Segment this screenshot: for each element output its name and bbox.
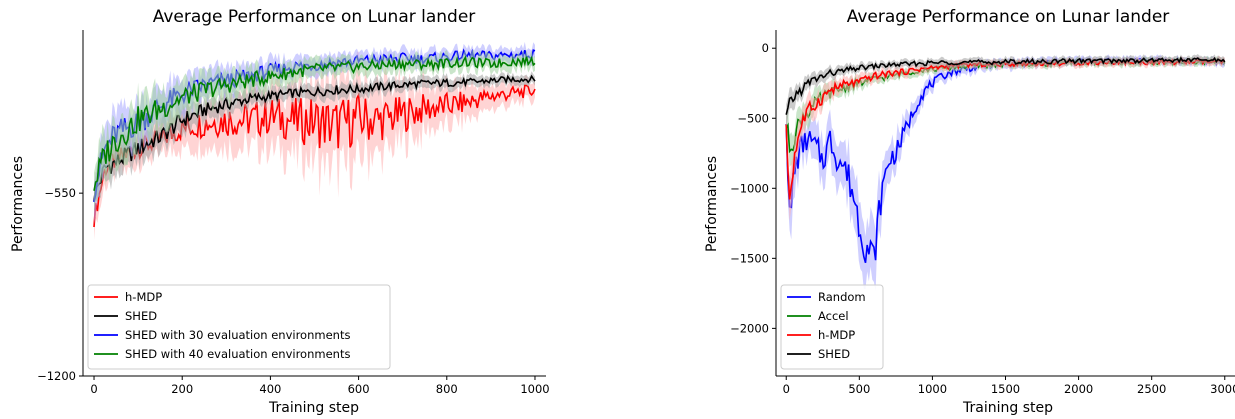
x-tick-label: 3000 <box>1210 382 1235 396</box>
y-tick-label: −500 <box>737 111 769 125</box>
x-tick-label: 800 <box>436 382 458 396</box>
x-tick-label: 1500 <box>991 382 1020 396</box>
x-tick-label: 1000 <box>918 382 947 396</box>
x-tick-label: 0 <box>783 382 790 396</box>
tick-group: 0 200 400 600 800 1000 −1200 −550 <box>37 186 550 396</box>
legend-label: h-MDP <box>818 328 855 342</box>
legend-label: h-MDP <box>125 290 162 304</box>
x-tick-label: 2500 <box>1137 382 1166 396</box>
y-tick-label: −1500 <box>730 251 769 265</box>
legend-label: Random <box>818 290 866 304</box>
legend-label: SHED with 40 evaluation environments <box>125 347 350 361</box>
legend-label: Accel <box>818 309 849 323</box>
series-band <box>94 71 535 214</box>
legend: h-MDP SHED SHED with 30 evaluation environ… <box>87 284 391 370</box>
series-line <box>93 74 536 202</box>
legend: Random Accel h-MDP SHED <box>780 284 884 370</box>
chart-left: Average Performance on Lunar lander 0 200… <box>10 7 550 416</box>
series-band <box>94 49 535 213</box>
x-tick-label: 400 <box>259 382 281 396</box>
y-axis-label: Performances <box>704 156 720 252</box>
series-band <box>786 54 1225 292</box>
x-axis-label: Training step <box>268 400 359 416</box>
plot-area <box>93 41 536 240</box>
y-tick-label: −2000 <box>730 321 769 335</box>
series-line <box>93 55 536 191</box>
x-tick-label: 2000 <box>1064 382 1093 396</box>
x-axis-label: Training step <box>962 400 1053 416</box>
x-tick-label: 500 <box>848 382 870 396</box>
y-tick-label: −550 <box>44 186 76 200</box>
legend-label: SHED with 30 evaluation environments <box>125 328 350 342</box>
y-tick-label: 0 <box>762 41 769 55</box>
chart-title: Average Performance on Lunar lander <box>847 7 1170 27</box>
y-axis-label: Performances <box>10 156 26 252</box>
y-tick-label: −1200 <box>37 369 76 383</box>
legend-label: SHED <box>125 309 157 323</box>
y-tick-label: −1000 <box>730 181 769 195</box>
series-line <box>785 56 1226 115</box>
series-band <box>94 51 535 240</box>
x-tick-label: 200 <box>171 382 193 396</box>
legend-box <box>780 284 884 370</box>
legend-box <box>87 284 391 370</box>
legend-label: SHED <box>818 347 850 361</box>
tick-group: 0 500 1000 1500 2000 2500 3000 −2000 −1500 −1000 −… <box>730 41 1235 396</box>
plot-area <box>785 54 1226 292</box>
series-band <box>786 54 1225 128</box>
x-tick-label: 1000 <box>520 382 549 396</box>
x-tick-label: 0 <box>90 382 97 396</box>
chart-title: Average Performance on Lunar lander <box>153 7 476 27</box>
chart-right: Average Performance on Lunar lander 0 500… <box>704 7 1235 416</box>
x-tick-label: 600 <box>348 382 370 396</box>
